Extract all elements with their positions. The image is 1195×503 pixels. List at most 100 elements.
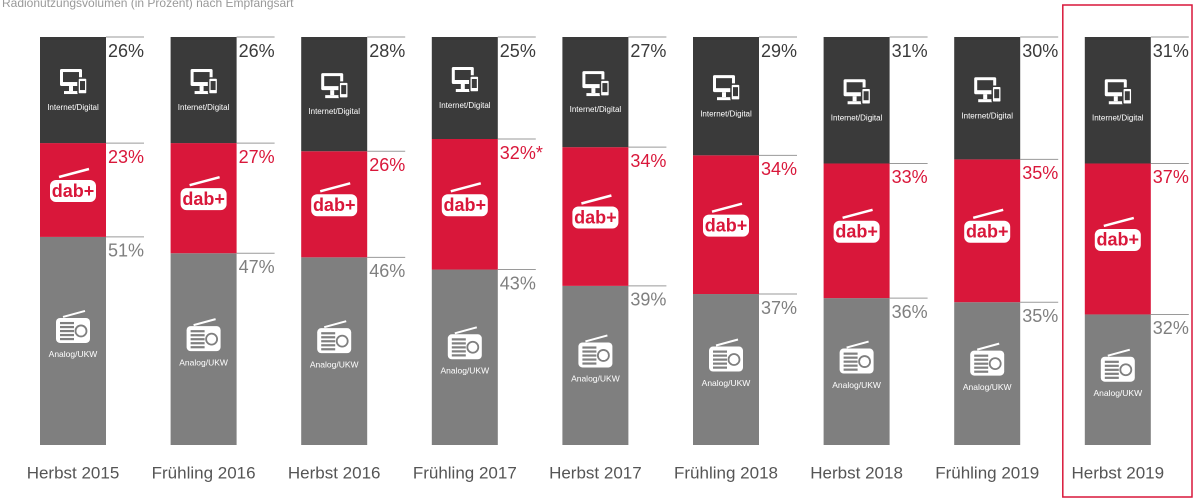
icon-part	[713, 354, 727, 357]
data-label: 36%	[892, 302, 928, 322]
icon-part	[451, 342, 466, 345]
series-label: dab+	[835, 222, 878, 242]
x-tick-label: Frühling 2018	[674, 463, 778, 482]
icon-part	[460, 84, 465, 89]
icon-part	[1104, 368, 1119, 371]
icon-part	[324, 76, 341, 87]
icon-part	[454, 70, 471, 80]
data-label: 25%	[500, 41, 536, 61]
series-label: dab+	[574, 207, 617, 227]
icon-part	[60, 337, 74, 341]
x-tick-label: Frühling 2019	[935, 463, 1039, 482]
icon-part	[194, 91, 209, 95]
icon-part	[585, 74, 602, 85]
icon-part	[974, 370, 989, 373]
series-label: Analog/UKW	[440, 366, 489, 376]
x-tick-label: Herbst 2015	[27, 463, 120, 482]
series-label: Analog/UKW	[571, 374, 620, 384]
series-label: dab+	[313, 195, 356, 215]
icon-part	[60, 325, 74, 329]
icon-part	[994, 89, 1000, 99]
data-label: 46%	[369, 261, 405, 281]
series-label: Internet/Digital	[570, 105, 622, 114]
icon-part	[713, 350, 727, 353]
icon-part	[60, 329, 74, 333]
internet-icon	[321, 73, 349, 99]
icon-part	[190, 346, 205, 349]
series-label: Internet/Digital	[1092, 113, 1144, 122]
x-tick-label: Herbst 2018	[810, 463, 903, 482]
icon-part	[451, 346, 466, 349]
dab-logo-antenna	[1103, 216, 1135, 228]
icon-part	[454, 326, 478, 335]
data-label: 31%	[1153, 41, 1189, 61]
internet-icon	[451, 67, 480, 93]
icon-part	[716, 78, 732, 89]
icon-part	[843, 364, 858, 367]
icon-part	[471, 79, 477, 88]
icon-part	[1113, 96, 1118, 102]
icon-part	[591, 88, 596, 94]
icon-part	[80, 81, 85, 91]
icon-part	[722, 92, 726, 98]
internet-icon	[190, 69, 219, 95]
icon-part	[325, 95, 340, 99]
icon-part	[321, 332, 336, 335]
icon-part	[582, 350, 597, 353]
internet-icon	[974, 77, 1002, 103]
dab-logo-bg	[1094, 228, 1141, 251]
icon-part	[843, 368, 858, 371]
data-label: 43%	[500, 273, 536, 293]
series-label: Analog/UKW	[49, 349, 98, 359]
radio-icon	[709, 338, 743, 372]
data-label: 26%	[108, 41, 144, 61]
internet-icon	[60, 69, 88, 95]
dab-logo-bg	[180, 188, 227, 211]
radio-icon	[317, 320, 352, 354]
series-label: Internet/Digital	[439, 101, 491, 110]
series-label: Analog/UKW	[702, 378, 751, 388]
icon-part	[190, 334, 205, 337]
radio-icon	[839, 340, 874, 374]
icon-part	[190, 342, 205, 345]
icon-part	[843, 352, 858, 355]
dab-logo-antenna	[58, 167, 90, 179]
icon-part	[205, 332, 219, 346]
data-label: 32%	[1153, 318, 1189, 338]
dab-logo-bg	[572, 206, 619, 229]
dab-logo-antenna	[319, 182, 351, 193]
data-label: 28%	[369, 41, 405, 61]
series-label: dab+	[52, 181, 95, 201]
data-label: 39%	[630, 290, 666, 310]
icon-part	[582, 362, 597, 365]
icon-part	[60, 321, 74, 325]
icon-part	[977, 80, 994, 91]
icon-part	[843, 356, 858, 359]
icon-part	[846, 82, 863, 93]
internet-icon	[843, 79, 872, 105]
dab-logo-bg	[964, 220, 1011, 243]
x-tick-label: Herbst 2017	[549, 463, 642, 482]
data-label: 34%	[761, 159, 797, 179]
icon-part	[852, 96, 857, 102]
dab-logo-antenna	[581, 194, 612, 205]
icon-part	[451, 354, 466, 357]
icon-part	[846, 340, 869, 349]
chart-title: Radionutzungsvolumen (in Prozent) nach E…	[2, 0, 294, 10]
icon-part	[451, 338, 466, 341]
icon-part	[1124, 91, 1130, 101]
icon-part	[199, 86, 204, 92]
series-label: dab+	[182, 189, 225, 209]
series-label: Internet/Digital	[700, 109, 752, 118]
icon-part	[451, 350, 466, 353]
data-label: 34%	[630, 151, 666, 171]
icon-part	[1119, 363, 1133, 377]
icon-part	[64, 91, 78, 95]
series-label: Analog/UKW	[179, 357, 228, 367]
internet-icon	[1104, 79, 1133, 105]
x-tick-label: Herbst 2016	[288, 463, 381, 482]
dab-logo-bg	[50, 180, 96, 202]
icon-part	[602, 83, 608, 93]
icon-part	[582, 358, 597, 361]
